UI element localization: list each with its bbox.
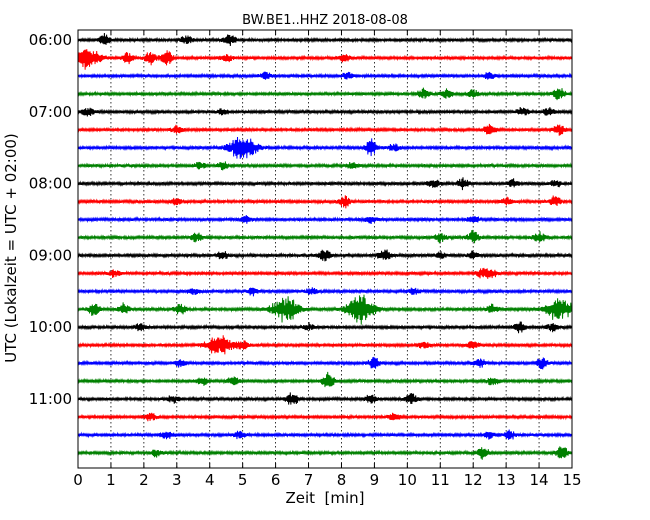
x-tick-label: 4 <box>205 471 215 489</box>
trace-10-30 <box>77 356 573 370</box>
y-axis: 06:00 07:00 08:00 09:00 10:00 11:00 <box>29 31 572 408</box>
trace-07-30 <box>77 137 573 159</box>
trace-09-00 <box>77 249 573 262</box>
x-tick-label: 1 <box>106 471 116 489</box>
trace-10-45 <box>77 371 573 388</box>
trace-07-15 <box>77 123 573 136</box>
y-tick-label: 10:00 <box>29 318 72 336</box>
trace-07-00 <box>77 107 573 117</box>
x-tick-label: 12 <box>464 471 483 489</box>
x-tick-label: 10 <box>398 471 417 489</box>
x-tick-label: 5 <box>238 471 248 489</box>
trace-09-15 <box>77 267 573 279</box>
plot-frame <box>77 29 573 469</box>
grid-lines <box>110 30 540 468</box>
trace-11-00 <box>77 392 573 405</box>
trace-06-45 <box>77 87 573 101</box>
y-tick-label: 07:00 <box>29 103 72 121</box>
chart-title: BW.BE1..HHZ 2018-08-08 <box>242 13 408 28</box>
trace-11-45 <box>77 446 573 460</box>
x-tick-label: 3 <box>172 471 182 489</box>
trace-10-00 <box>77 321 573 334</box>
trace-08-30 <box>77 214 573 224</box>
trace-10-15 <box>77 335 573 355</box>
x-tick-label: 8 <box>337 471 347 489</box>
trace-08-15 <box>77 195 573 209</box>
trace-11-15 <box>77 412 573 422</box>
trace-group <box>77 33 573 460</box>
y-tick-label: 08:00 <box>29 175 72 193</box>
trace-06-30 <box>77 71 573 80</box>
trace-11-30 <box>77 429 573 440</box>
x-tick-label: 2 <box>139 471 149 489</box>
x-tick-label: 6 <box>271 471 281 489</box>
trace-06-15 <box>77 49 573 70</box>
x-tick-label: 13 <box>497 471 516 489</box>
x-axis-label: Zeit [min] <box>285 489 364 507</box>
x-tick-label: 11 <box>431 471 450 489</box>
y-axis-label: UTC (Lokalzeit = UTC + 02:00) <box>2 133 20 363</box>
y-tick-label: 11:00 <box>29 390 72 408</box>
x-tick-label: 0 <box>73 471 83 489</box>
x-tick-label: 9 <box>370 471 380 489</box>
y-tick-label: 09:00 <box>29 246 72 264</box>
x-axis: 0 1 2 3 4 5 6 7 8 9 10 11 12 13 14 15 <box>73 30 582 489</box>
y-tick-label: 06:00 <box>29 31 72 49</box>
x-tick-label: 14 <box>530 471 549 489</box>
x-tick-label: 7 <box>304 471 314 489</box>
x-tick-label: 15 <box>562 471 581 489</box>
trace-09-30 <box>77 287 573 297</box>
trace-08-45 <box>77 229 573 244</box>
trace-07-45 <box>77 161 573 171</box>
trace-09-45 <box>77 294 573 325</box>
trace-06-00 <box>77 33 573 47</box>
trace-08-00 <box>77 177 573 191</box>
